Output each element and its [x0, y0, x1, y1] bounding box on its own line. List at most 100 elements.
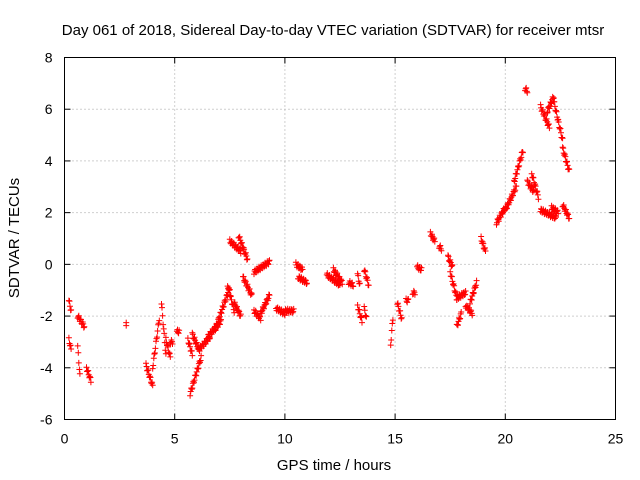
data-point — [146, 373, 153, 380]
data-point — [507, 197, 514, 204]
data-point — [559, 135, 566, 142]
data-point — [66, 298, 73, 305]
data-point — [159, 312, 166, 319]
data-point — [191, 377, 198, 384]
y-tick-label: 2 — [45, 205, 53, 221]
data-point — [534, 191, 541, 198]
data-point — [160, 321, 167, 328]
data-point — [468, 307, 475, 314]
data-point — [299, 266, 306, 273]
data-point — [456, 314, 462, 321]
data-point — [395, 303, 402, 310]
data-point — [512, 175, 519, 182]
data-point — [438, 247, 445, 254]
data-point — [524, 89, 531, 96]
data-point — [237, 240, 244, 247]
data-point — [169, 341, 176, 347]
data-point — [457, 315, 464, 322]
x-tick-label: 15 — [387, 431, 403, 447]
data-point — [68, 346, 75, 352]
data-point — [565, 211, 572, 218]
data-point — [389, 320, 396, 327]
data-point — [167, 353, 174, 360]
x-tick-label: 0 — [61, 431, 69, 447]
data-point — [560, 202, 567, 208]
data-point — [262, 301, 269, 308]
data-point — [218, 310, 225, 317]
data-point — [189, 352, 196, 359]
data-point — [166, 350, 173, 357]
data-point — [75, 312, 82, 319]
data-point — [154, 334, 161, 341]
data-point — [512, 187, 519, 194]
y-tick-label: 4 — [45, 153, 53, 169]
data-point — [176, 327, 183, 334]
data-point — [388, 327, 395, 334]
data-point — [462, 288, 469, 294]
data-point — [189, 385, 196, 392]
data-point — [404, 299, 411, 306]
data-point — [162, 347, 169, 354]
data-point — [554, 207, 561, 214]
data-point — [75, 359, 82, 366]
axis-ticks — [64, 57, 616, 420]
data-point — [398, 314, 405, 321]
data-point — [451, 282, 458, 289]
data-point — [528, 170, 535, 177]
data-point — [243, 253, 250, 259]
data-point — [559, 144, 566, 151]
data-point — [535, 196, 542, 203]
data-point — [410, 287, 417, 294]
data-point — [80, 320, 87, 327]
chart-title: Day 061 of 2018, Sidereal Day-to-day VTE… — [62, 22, 604, 39]
y-tick-label: 8 — [45, 50, 53, 66]
data-point — [248, 291, 255, 297]
x-tick-labels: 0 5 10 15 20 25 — [61, 431, 624, 447]
x-axis-label: GPS time / hours — [277, 457, 391, 474]
data-point — [161, 330, 168, 337]
data-point — [290, 305, 297, 312]
data-point — [469, 312, 476, 319]
data-point — [529, 174, 536, 181]
data-point — [513, 183, 520, 190]
data-point — [470, 290, 477, 297]
data-point — [566, 166, 573, 173]
data-point — [564, 158, 570, 165]
data-point — [76, 370, 83, 377]
data-point — [87, 379, 94, 386]
data-point — [265, 291, 272, 298]
data-point — [405, 296, 412, 302]
data-point — [150, 362, 157, 369]
data-point — [222, 296, 229, 303]
data-point — [431, 235, 438, 242]
data-point — [555, 210, 562, 217]
data-point — [192, 372, 199, 379]
data-point — [260, 304, 267, 311]
data-point — [149, 379, 156, 386]
data-point — [445, 253, 452, 260]
data-point — [548, 99, 554, 106]
data-point — [361, 307, 368, 314]
data-point — [431, 238, 438, 245]
data-point — [454, 322, 461, 329]
y-axis-label: SDTVAR / TECUs — [6, 178, 23, 298]
data-point — [350, 283, 357, 290]
data-point — [226, 287, 233, 294]
data-point — [339, 281, 346, 288]
data-point — [411, 291, 418, 298]
data-point — [388, 337, 395, 343]
data-point — [481, 244, 488, 251]
data-point — [449, 261, 456, 268]
data-point — [149, 382, 156, 389]
data-point — [544, 109, 551, 115]
data-point — [190, 378, 197, 385]
data-point — [555, 119, 562, 125]
data-point — [356, 280, 363, 287]
x-tick-label: 10 — [277, 431, 293, 447]
data-point — [75, 349, 82, 356]
data-point — [562, 206, 569, 213]
data-point — [81, 323, 88, 330]
data-point — [74, 342, 81, 349]
data-point — [363, 313, 370, 320]
